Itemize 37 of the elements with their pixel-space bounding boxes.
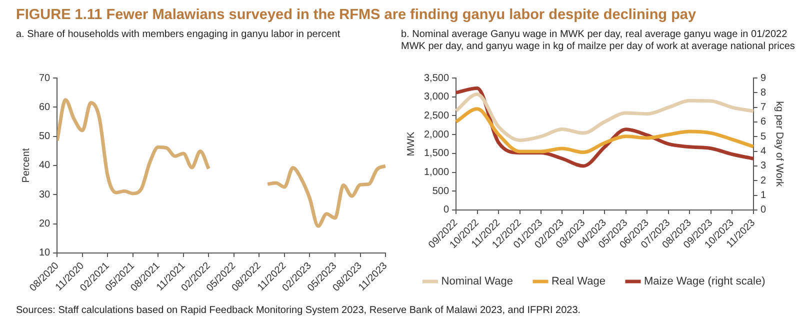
y-tick-label: 2,000 — [424, 129, 450, 140]
y2-tick-label: 9 — [760, 72, 766, 84]
y2-tick-label: 6 — [760, 116, 766, 128]
legend-label: Nominal Wage — [441, 276, 513, 288]
legend-label: Maize Wage (right scale) — [644, 276, 766, 288]
y-tick-label: 2,500 — [424, 110, 450, 122]
legend-label: Real Wage — [551, 276, 606, 288]
y-tick-label: 20 — [39, 218, 51, 230]
y-tick-label: 70 — [39, 72, 51, 84]
y2-tick-label: 7 — [760, 102, 766, 114]
y2-tick-label: 1 — [760, 190, 766, 202]
y-tick-label: 500 — [432, 186, 450, 197]
y2-tick-label: 3 — [760, 160, 766, 172]
line-series — [454, 92, 756, 142]
y-tick-label: 1,000 — [424, 167, 450, 178]
y-tick-label: 0 — [443, 204, 450, 216]
chart-title: FIGURE 1.11 Fewer Malawians surveyed in the RFMS are finding ganyu labor despite declining pay — [15, 6, 698, 25]
y-tick-label: 60 — [39, 102, 51, 113]
y2-axis-title: kg per Day of Work — [773, 101, 784, 188]
y2-tick-label: 8 — [760, 87, 766, 98]
y2-tick-label: 4 — [760, 146, 766, 158]
y-tick-label: 30 — [39, 189, 51, 200]
y-axis-title: MWK — [406, 131, 417, 156]
y-tick-label: 3,000 — [424, 92, 450, 103]
y-tick-label: 1,500 — [424, 148, 450, 160]
source-note: Sources: Staff calculations based on Rapid Feedback Monitoring System 2023, Reserve Bank of Malawi 2023, and IFPRI 2023. — [15, 304, 582, 316]
y-tick-label: 3,500 — [424, 72, 450, 84]
y-tick-label: 10 — [39, 248, 51, 259]
y-tick-label: 40 — [39, 160, 51, 172]
y2-tick-label: 5 — [760, 131, 766, 142]
line-series — [454, 107, 756, 154]
y-tick-label: 50 — [39, 131, 51, 142]
chart-subtitle: a. Share of households with members engaging in ganyu labor in percent — [15, 29, 342, 42]
y2-tick-label: 0 — [760, 204, 766, 216]
chart-title: b. Nominal average Ganyu wage in MWK per day, real average ganyu wage in 01/2022 MWK per day, and ganyu wage in kg of mailze per day of work at average national prices — [400, 29, 796, 54]
y2-tick-label: 2 — [760, 175, 766, 186]
y-axis-title: Percent — [20, 148, 32, 183]
